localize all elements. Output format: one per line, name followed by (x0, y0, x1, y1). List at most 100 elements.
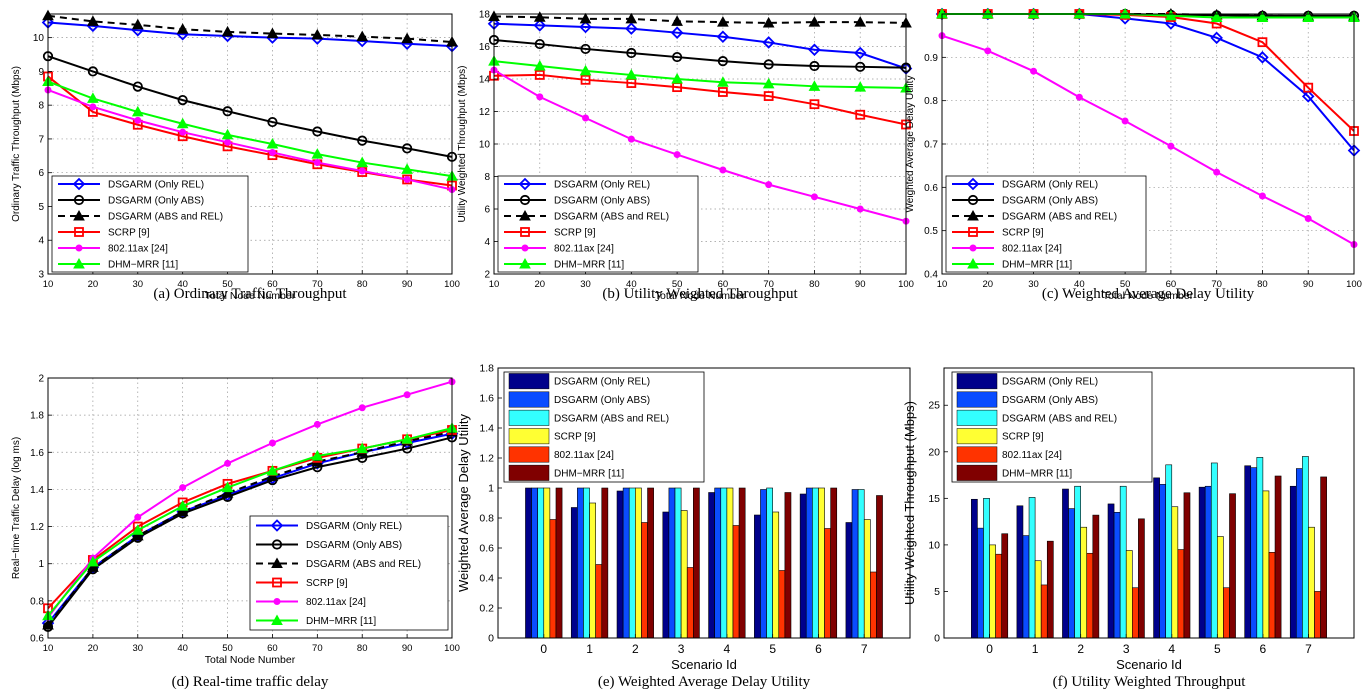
legend-label: SCRP [9] (554, 432, 596, 443)
data-point (579, 12, 592, 24)
bar (595, 564, 603, 639)
bar (693, 487, 700, 639)
y-tick-label: 1 (38, 559, 44, 570)
data-point (762, 36, 775, 49)
legend: DSGARM (Only REL) DSGARM (Only ABS) DSGARM… (497, 175, 699, 273)
bar (525, 487, 532, 639)
data-point (808, 16, 821, 27)
bar (1177, 549, 1185, 639)
bar (708, 492, 715, 639)
series-line (47, 80, 453, 178)
legend-marker (270, 519, 284, 532)
bar (641, 522, 648, 639)
chart-4: 0 1 2 3 4 5 6 7 0 0.2 0.4 0.6 0.8 1 1.2 1.4 1.6 1.8 Scenar… (456, 363, 911, 690)
bar (995, 553, 1003, 639)
legend: DSGARM (Only REL) DSGARM (Only ABS) DSGARM… (51, 175, 249, 273)
legend-label: 802.11ax [24] (306, 597, 366, 608)
x-tick-label: 100 (444, 643, 460, 654)
legend-box (51, 175, 249, 273)
x-tick-label: 3 (1123, 642, 1130, 656)
bar (754, 514, 761, 639)
chart-3: 10 20 30 40 50 60 70 80 90 100 0.6 0.8 1 1.2 1.4 1.6 1.8… (11, 374, 460, 691)
bar (549, 519, 557, 639)
y-tick-label: 1.6 (479, 393, 494, 405)
legend-label: DSGARM (Only REL) (554, 377, 650, 388)
y-tick-label: 5 (934, 586, 940, 598)
data-point (1075, 93, 1083, 101)
data-point (222, 106, 233, 117)
y-tick-label: 0.8 (30, 596, 44, 607)
data-point (356, 30, 369, 42)
data-point (625, 22, 638, 35)
y-tick-label: 15 (928, 493, 940, 505)
bar (863, 519, 871, 639)
data-point (717, 76, 729, 87)
y-tick-label: 5 (38, 202, 44, 213)
data-point (267, 116, 278, 128)
x-tick-label: 60 (718, 279, 729, 290)
legend-swatch (508, 409, 550, 426)
bar (1092, 514, 1100, 639)
bar (537, 487, 545, 639)
data-point (176, 23, 189, 34)
legend-marker (520, 227, 530, 237)
x-tick-label: 80 (809, 279, 820, 290)
data-point (762, 16, 775, 28)
data-point (1304, 215, 1312, 223)
data-point (534, 38, 545, 50)
data-point (224, 459, 232, 467)
data-point (671, 15, 683, 26)
x-axis-label: Scenario Id (671, 657, 737, 672)
data-point (87, 66, 98, 77)
data-point (403, 391, 411, 399)
legend: DSGARM (Only REL) DSGARM (Only ABS) DSGARM… (503, 371, 705, 483)
figure-caption: (f) Utility Weighted Throughput (1053, 674, 1247, 690)
data-point (1256, 11, 1269, 22)
bar (686, 567, 694, 639)
bar (857, 489, 865, 639)
y-tick-label: 1 (488, 483, 494, 495)
x-tick-label: 6 (815, 642, 822, 656)
legend-label: 802.11ax [24] (554, 450, 614, 461)
bar (1062, 488, 1069, 639)
bar (1165, 464, 1173, 639)
bar (1198, 486, 1206, 639)
x-tick-label: 0 (540, 642, 547, 656)
bar (851, 489, 859, 639)
y-tick-label: 12 (479, 107, 491, 118)
data-point (626, 47, 637, 59)
legend-swatch (956, 464, 998, 481)
figure-caption: (b) Utility Weighted Throughput (602, 286, 798, 302)
legend-label: 802.11ax [24] (554, 244, 614, 255)
plot-frame (941, 13, 1355, 275)
bar (1107, 503, 1115, 639)
bar (1274, 475, 1282, 639)
bar (726, 487, 734, 639)
x-tick-label: 30 (1028, 279, 1039, 290)
bar (1159, 484, 1167, 639)
data-point (1210, 31, 1223, 45)
legend-marker (272, 577, 282, 588)
bar (799, 493, 807, 639)
series-line (493, 73, 907, 126)
bar (830, 487, 838, 639)
data-point (717, 87, 728, 97)
y-axis-label: Weighted Average Delay Utility (905, 76, 916, 213)
data-point (358, 167, 366, 175)
legend-marker (967, 257, 979, 269)
legend-marker (519, 194, 531, 206)
bar (1289, 485, 1297, 639)
y-tick-label: 25 (928, 400, 940, 412)
bar (1153, 477, 1160, 639)
data-point (176, 117, 189, 129)
figure-caption: (d) Real-time traffic delay (172, 674, 329, 690)
legend: DSGARM (Only REL) DSGARM (Only ABS) DSGARM… (951, 371, 1153, 483)
x-tick-label: 1 (1032, 642, 1039, 656)
plot-frame (47, 377, 453, 639)
legend-label: DSGARM (ABS and REL) (1002, 212, 1117, 223)
bar (635, 487, 642, 639)
bar (1302, 456, 1309, 639)
x-tick-label: 50 (222, 279, 233, 290)
data-point (579, 20, 592, 34)
bar (732, 525, 740, 639)
